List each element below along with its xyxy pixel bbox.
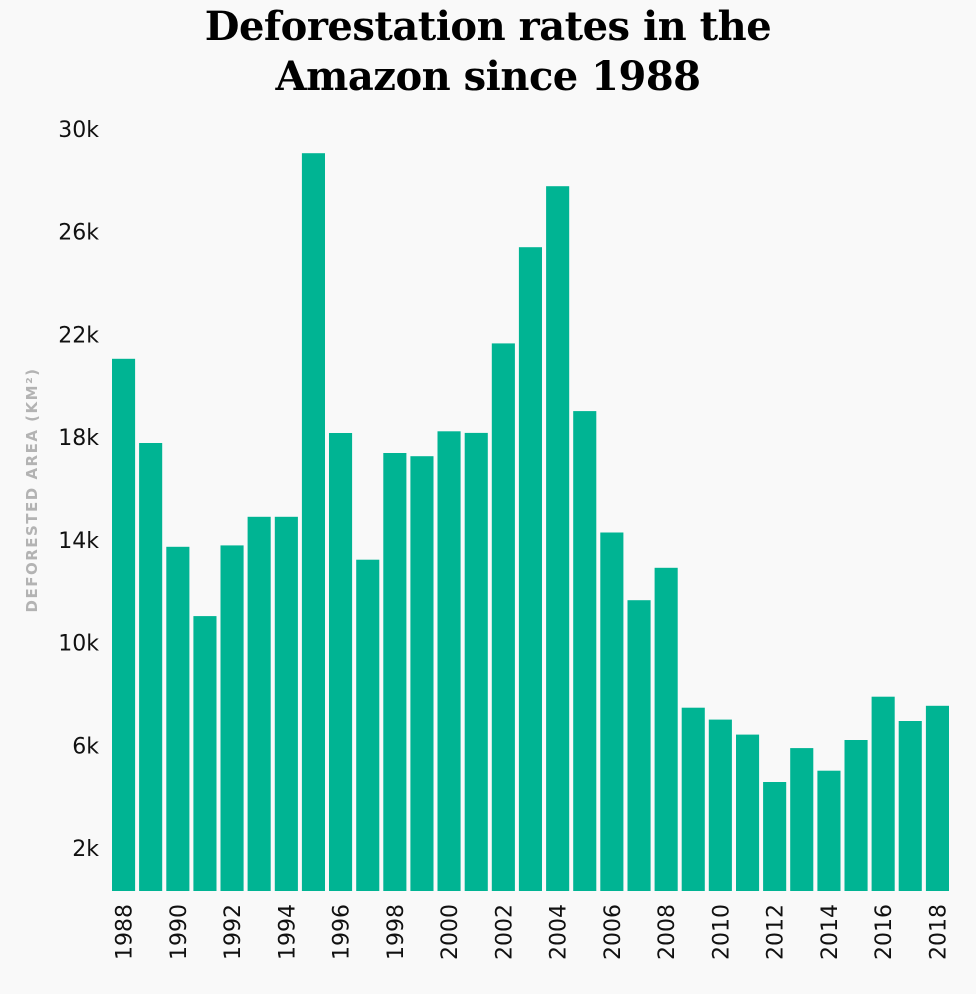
x-tick-label: 2018: [926, 904, 951, 960]
x-tick-label: 2016: [872, 904, 897, 960]
bar-2013: [790, 748, 814, 891]
x-tick-label: 1994: [275, 904, 300, 960]
x-tick-label: 2008: [655, 904, 680, 960]
bars: [112, 153, 949, 891]
bar-1996: [329, 433, 353, 891]
bar-2006: [600, 532, 624, 891]
y-tick-label: 22k: [58, 323, 99, 348]
bar-2014: [817, 770, 841, 891]
y-tick-label: 14k: [58, 529, 99, 554]
bar-2000: [437, 431, 461, 891]
x-tick-label: 1996: [330, 904, 355, 960]
chart-title: Deforestation rates in the Amazon since …: [0, 2, 976, 102]
x-tick-label: 1998: [384, 904, 409, 960]
bar-1997: [356, 559, 380, 891]
bar-1991: [193, 616, 217, 891]
x-tick-label: 2004: [547, 904, 572, 960]
bar-2004: [546, 186, 570, 891]
bar-1999: [410, 456, 434, 891]
x-tick-label: 2010: [709, 904, 734, 960]
bar-2017: [898, 721, 922, 891]
bar-1995: [301, 153, 325, 891]
y-tick-label: 18k: [58, 426, 99, 451]
bar-1992: [220, 545, 244, 891]
bar-2011: [736, 734, 760, 891]
x-tick-label: 2002: [492, 904, 517, 960]
bar-2015: [844, 740, 868, 891]
x-tick-label: 2000: [438, 904, 463, 960]
y-axis-label-group: DEFORESTED AREA (KM²): [23, 367, 41, 612]
bar-2007: [627, 600, 651, 891]
x-tick-label: 2012: [764, 904, 789, 960]
bar-1988: [112, 358, 136, 891]
bar-2001: [464, 432, 488, 891]
chart-title-line-2: Amazon since 1988: [275, 53, 701, 100]
x-tick-label: 1988: [113, 904, 138, 960]
x-tick-label: 1992: [221, 904, 246, 960]
bar-2003: [518, 247, 542, 891]
y-axis-ticks: 30k 26k 22k 18k 14k 10k 6k 2k: [58, 118, 99, 862]
x-axis-ticks: 1988 1990 1992 1994 1996 1998 2000 2002 2004 2006…: [113, 904, 952, 960]
bar-1990: [166, 546, 190, 891]
y-axis-label: DEFORESTED AREA (KM²): [23, 367, 41, 612]
bar-1998: [383, 453, 407, 891]
chart-title-line-1: Deforestation rates in the: [204, 3, 772, 50]
bar-1993: [247, 516, 271, 891]
bar-2008: [654, 567, 678, 891]
x-tick-label: 2014: [818, 904, 843, 960]
x-tick-label: 2006: [601, 904, 626, 960]
bar-2010: [708, 719, 732, 891]
y-tick-label: 26k: [58, 221, 99, 246]
bar-2018: [925, 705, 949, 891]
bar-1994: [274, 516, 298, 891]
y-tick-label: 30k: [58, 118, 99, 143]
x-tick-label: 1990: [167, 904, 192, 960]
y-tick-label: 6k: [72, 734, 99, 759]
bar-2012: [763, 782, 787, 891]
bar-2005: [573, 411, 597, 891]
y-tick-label: 10k: [58, 632, 99, 657]
bar-2002: [491, 343, 515, 891]
bar-2009: [681, 707, 705, 891]
y-tick-label: 2k: [72, 837, 99, 862]
bar-1989: [139, 443, 163, 891]
bar-2016: [871, 696, 895, 891]
